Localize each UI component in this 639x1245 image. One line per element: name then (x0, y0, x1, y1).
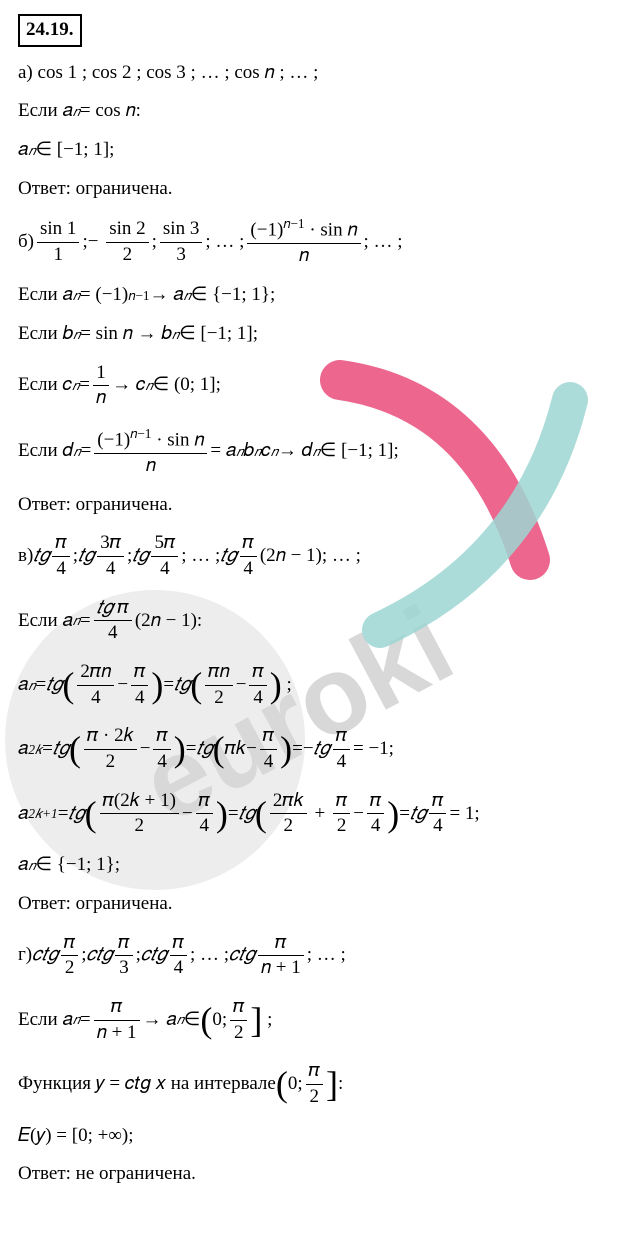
part-a-if: Если 𝑎𝑛 = cos 𝑛: (18, 99, 621, 124)
part-v-a2k1: 𝑎2𝑘+1 = 𝑡𝑔 ( 𝜋(2𝑘 + 1)2 − 𝜋4 ) = 𝑡𝑔 ( 2𝜋… (18, 789, 621, 839)
part-g-sequence: г) 𝑐𝑡𝑔 𝜋2 ; 𝑐𝑡𝑔 𝜋3 ; 𝑐𝑡𝑔 𝜋4 ; … ; 𝑐𝑡𝑔 𝜋𝑛… (18, 931, 621, 981)
part-g-if: Если 𝑎𝑛 = 𝜋𝑛 + 1 → 𝑎𝑛 ∈ ( 0; 𝜋2 ] ; (18, 995, 621, 1045)
problem-number: 24.19. (18, 14, 82, 47)
part-b-an: Если 𝑎𝑛 = (−1)𝑛−1 → 𝑎𝑛 ∈ {−1; 1}; (18, 283, 621, 308)
part-v-an-expand: 𝑎𝑛 = 𝑡𝑔 ( 2𝜋𝑛4 − 𝜋4 ) = 𝑡𝑔 ( 𝜋𝑛2 − 𝜋4 ) … (18, 660, 621, 710)
part-v-set: 𝑎𝑛 ∈ {−1; 1}; (18, 853, 621, 878)
part-g-ey: 𝐸(𝑦) = [0; +∞); (18, 1124, 621, 1149)
part-a-answer: Ответ: ограничена. (18, 177, 621, 202)
part-g-answer: Ответ: не ограничена. (18, 1162, 621, 1187)
part-v-if: Если 𝑎𝑛 = 𝑡𝑔 𝜋4 (2𝑛 − 1): (18, 596, 621, 646)
part-b-bn: Если 𝑏𝑛 = sin 𝑛 → 𝑏𝑛 ∈ [−1; 1]; (18, 322, 621, 347)
part-b-sequence: б) sin 11 ; − sin 22 ; sin 33 ; … ; (−1)… (18, 215, 621, 269)
content-root: 24.19. а) cos 1 ; cos 2 ; cos 3 ; … ; co… (18, 14, 621, 1187)
part-v-a2k: 𝑎2𝑘 = 𝑡𝑔 ( 𝜋 · 2𝑘2 − 𝜋4 ) = 𝑡𝑔 ( 𝜋𝑘 − 𝜋4… (18, 724, 621, 774)
part-v-answer: Ответ: ограничена. (18, 892, 621, 917)
part-a-sequence: а) cos 1 ; cos 2 ; cos 3 ; … ; cos 𝑛 ; …… (18, 61, 621, 86)
part-b-dn: Если 𝑑𝑛 = (−1)𝑛−1 · sin 𝑛 𝑛 = 𝑎𝑛 𝑏𝑛 𝑐𝑛 →… (18, 425, 621, 479)
part-b-cn: Если 𝑐𝑛 = 1𝑛 → 𝑐𝑛 ∈ (0; 1]; (18, 361, 621, 411)
part-v-sequence: в) 𝑡𝑔 𝜋4 ; 𝑡𝑔 3𝜋4 ; 𝑡𝑔 5𝜋4 ; … ; 𝑡𝑔 𝜋4 (… (18, 531, 621, 581)
part-a-range: 𝑎𝑛 ∈ [−1; 1]; (18, 138, 621, 163)
part-b-answer: Ответ: ограничена. (18, 493, 621, 518)
part-g-func: Функция 𝑦 = 𝑐𝑡𝑔 𝑥 на интервале ( 0; 𝜋2 ]… (18, 1059, 621, 1109)
